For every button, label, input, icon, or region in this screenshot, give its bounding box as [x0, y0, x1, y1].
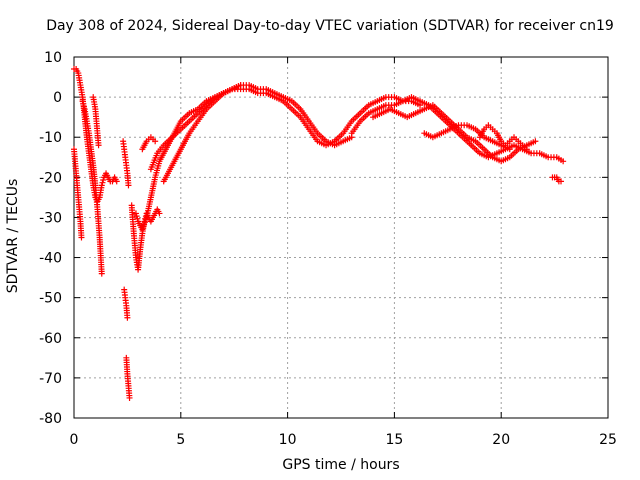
data-point — [156, 210, 163, 217]
y-tick-label: -20 — [39, 170, 62, 186]
axis-ticks: 0 5 10 15 20 25 10 0 -10 -20 -30 -40 -50 -60 -70 -80 — [39, 50, 617, 448]
y-tick-label: -60 — [39, 331, 62, 347]
grid — [74, 57, 608, 418]
y-tick-label: -40 — [39, 251, 62, 267]
data-point — [558, 178, 565, 185]
plot-frame — [73, 56, 609, 419]
x-tick-label: 25 — [599, 432, 617, 448]
x-tick-label: 20 — [492, 432, 510, 448]
series-sat-l — [139, 134, 159, 153]
chart-title: Day 308 of 2024, Sidereal Day-to-day VTE… — [46, 18, 614, 34]
data-point — [523, 146, 530, 153]
series-sat-q — [549, 174, 565, 185]
y-tick-label: 10 — [44, 50, 62, 66]
y-tick-label: -70 — [39, 371, 62, 387]
y-tick-label: -50 — [39, 291, 62, 307]
data-point — [133, 213, 140, 220]
y-tick-label: -30 — [39, 210, 62, 226]
data-point — [560, 158, 567, 165]
data-point — [100, 177, 107, 184]
series-sat-i — [132, 86, 424, 233]
data-point — [98, 182, 105, 189]
data-point — [98, 270, 105, 277]
series-sat-d — [90, 94, 102, 149]
x-tick-label: 10 — [279, 432, 297, 448]
x-tick-label: 15 — [385, 432, 403, 448]
y-tick-label: 0 — [53, 90, 62, 106]
data-point — [99, 179, 106, 186]
data-point — [79, 98, 86, 105]
x-axis-label: GPS time / hours — [282, 457, 400, 473]
data-point — [237, 82, 244, 89]
y-tick-label: -80 — [39, 411, 62, 427]
data-point — [80, 100, 87, 107]
series-sat-o — [421, 122, 513, 153]
series-sat-b — [71, 146, 85, 241]
y-tick-label: -10 — [39, 130, 62, 146]
data-point — [124, 314, 131, 321]
series-sat-p — [476, 122, 530, 153]
data-point — [80, 103, 87, 110]
data-point — [152, 138, 159, 145]
series-sat-e — [120, 138, 132, 189]
data-points — [71, 66, 567, 401]
data-point — [506, 146, 513, 153]
data-point — [126, 394, 133, 401]
series-sat-f — [121, 286, 131, 321]
x-tick-label: 0 — [70, 432, 79, 448]
data-point — [125, 182, 132, 189]
data-point — [78, 234, 85, 241]
x-tick-label: 5 — [176, 432, 185, 448]
series-sat-n — [370, 102, 539, 165]
data-point — [95, 142, 102, 149]
data-point — [113, 178, 120, 185]
data-point — [532, 138, 539, 145]
data-point — [134, 215, 141, 222]
series-sat-j — [147, 82, 355, 173]
series-sat-k — [160, 82, 244, 185]
data-point — [132, 210, 139, 217]
series-sat-c — [79, 98, 105, 277]
series-sat-g — [123, 354, 133, 401]
